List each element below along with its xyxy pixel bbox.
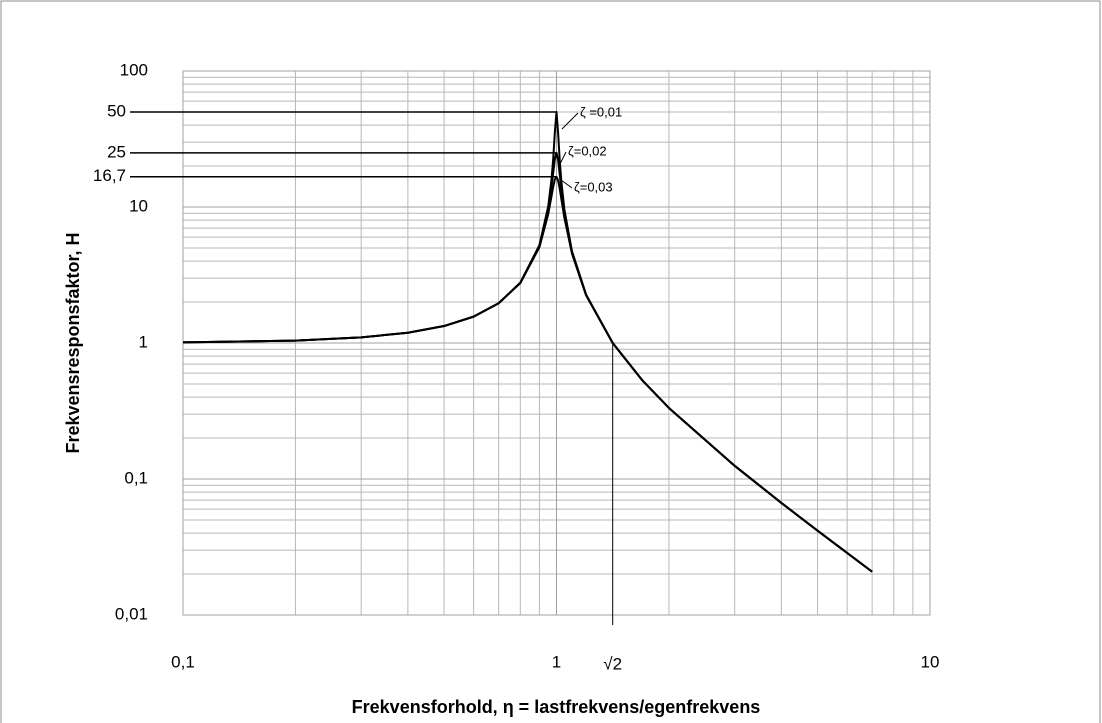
x-axis-title: Frekvensforhold, η = lastfrekvens/egenfr… bbox=[352, 697, 761, 717]
series-label: ζ=0,02 bbox=[568, 143, 607, 158]
reference-hline-label: 50 bbox=[107, 101, 126, 120]
y-tick-label: 10 bbox=[129, 196, 148, 215]
y-axis-title: Frekvensresponsfaktor, H bbox=[63, 232, 83, 453]
x-tick-label: 1 bbox=[552, 652, 561, 671]
reference-hline-label: 16,7 bbox=[93, 166, 126, 185]
series-label-leader bbox=[560, 179, 573, 189]
y-tick-label: 0,01 bbox=[115, 604, 148, 623]
y-tick-label: 100 bbox=[120, 60, 148, 79]
y-tick-label: 1 bbox=[139, 332, 148, 351]
plot-area-border bbox=[182, 70, 931, 616]
reference-hline-label: 25 bbox=[107, 142, 126, 161]
series-label: ζ =0,01 bbox=[580, 104, 622, 119]
reference-vline-label: √2 bbox=[603, 654, 622, 673]
series-label-leader bbox=[559, 151, 567, 165]
series-label-leader bbox=[561, 112, 579, 130]
series-label: ζ=0,03 bbox=[574, 179, 613, 194]
x-tick-label: 10 bbox=[921, 652, 940, 671]
y-tick-label: 0,1 bbox=[124, 468, 148, 487]
x-tick-label: 0,1 bbox=[171, 652, 195, 671]
series-line bbox=[182, 175, 873, 573]
